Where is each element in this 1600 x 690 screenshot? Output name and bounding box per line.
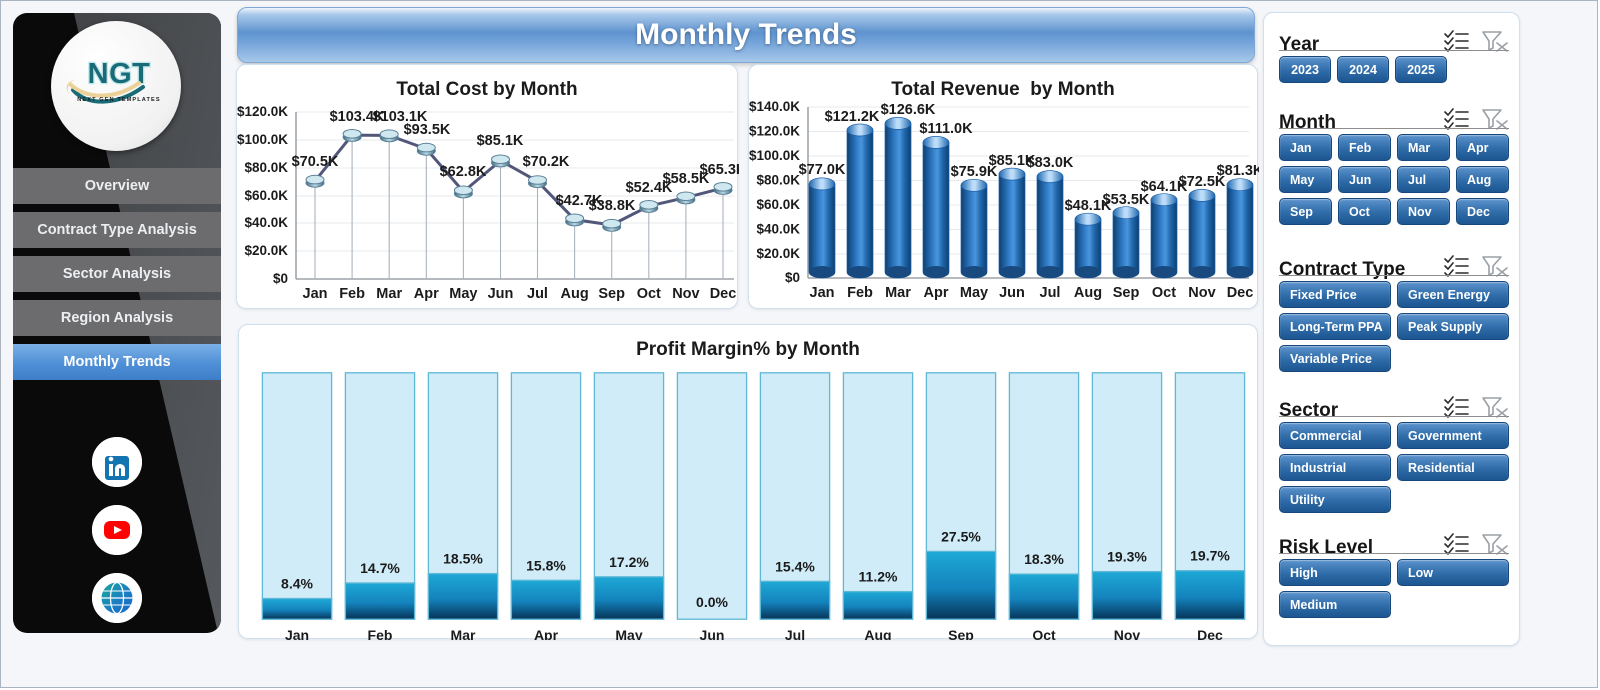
svg-text:$83.0K: $83.0K (1027, 155, 1074, 171)
svg-text:Feb: Feb (368, 627, 393, 640)
svg-text:$81.3K: $81.3K (1217, 163, 1259, 179)
svg-text:Dec: Dec (710, 286, 737, 302)
svg-text:Aug: Aug (561, 286, 589, 302)
svg-text:$120.0K: $120.0K (749, 124, 800, 139)
svg-text:$0: $0 (785, 270, 800, 285)
svg-text:NEXT GEN TEMPLATES: NEXT GEN TEMPLATES (77, 97, 160, 103)
svg-text:Jul: Jul (527, 286, 548, 302)
svg-text:$20.0K: $20.0K (756, 246, 800, 261)
svg-text:$126.6K: $126.6K (881, 102, 936, 118)
svg-text:Aug: Aug (1074, 285, 1102, 301)
svg-text:$120.0K: $120.0K (237, 104, 288, 119)
svg-text:May: May (615, 627, 642, 640)
svg-text:$111.0K: $111.0K (919, 121, 973, 137)
svg-text:18.5%: 18.5% (443, 551, 483, 567)
svg-text:$65.3K: $65.3K (700, 162, 739, 178)
svg-text:$85.1K: $85.1K (477, 133, 524, 149)
svg-text:27.5%: 27.5% (941, 528, 981, 544)
svg-text:15.4%: 15.4% (775, 558, 815, 574)
svg-text:$20.0K: $20.0K (244, 243, 288, 258)
svg-text:Feb: Feb (339, 286, 365, 302)
svg-text:$80.0K: $80.0K (244, 160, 288, 175)
svg-text:14.7%: 14.7% (360, 560, 400, 576)
svg-text:Jun: Jun (999, 285, 1025, 301)
svg-text:Oct: Oct (1032, 627, 1056, 640)
svg-text:May: May (960, 285, 988, 301)
svg-text:11.2%: 11.2% (859, 569, 898, 585)
svg-text:$80.0K: $80.0K (756, 173, 800, 188)
svg-text:Jan: Jan (303, 286, 328, 302)
svg-text:Apr: Apr (414, 286, 439, 302)
svg-text:$140.0K: $140.0K (749, 99, 800, 114)
svg-text:Aug: Aug (864, 627, 891, 640)
svg-text:Nov: Nov (1114, 627, 1141, 640)
svg-text:$70.2K: $70.2K (523, 154, 570, 170)
svg-text:Sep: Sep (1113, 285, 1140, 301)
svg-text:Jun: Jun (488, 286, 514, 302)
svg-text:Jul: Jul (785, 627, 805, 640)
svg-text:Jul: Jul (1040, 285, 1061, 301)
svg-text:$60.0K: $60.0K (244, 188, 288, 203)
svg-text:$62.8K: $62.8K (440, 164, 487, 180)
svg-text:15.8%: 15.8% (526, 557, 566, 573)
svg-text:17.2%: 17.2% (609, 554, 649, 570)
svg-text:Feb: Feb (847, 285, 873, 301)
svg-text:Mar: Mar (376, 286, 402, 302)
svg-text:$38.8K: $38.8K (589, 198, 636, 214)
svg-text:$40.0K: $40.0K (756, 222, 800, 237)
svg-text:$0: $0 (273, 271, 288, 286)
svg-text:Jan: Jan (810, 285, 835, 301)
svg-text:$93.5K: $93.5K (404, 122, 451, 138)
svg-text:May: May (449, 286, 477, 302)
svg-text:19.7%: 19.7% (1190, 548, 1230, 564)
svg-text:Apr: Apr (924, 285, 949, 301)
svg-text:$100.0K: $100.0K (749, 148, 800, 163)
svg-text:Sep: Sep (948, 627, 974, 640)
svg-text:Dec: Dec (1227, 285, 1254, 301)
svg-text:18.3%: 18.3% (1024, 551, 1064, 567)
svg-text:Oct: Oct (637, 286, 661, 302)
svg-text:Jan: Jan (285, 627, 309, 640)
svg-text:19.3%: 19.3% (1107, 549, 1147, 565)
svg-text:Oct: Oct (1152, 285, 1176, 301)
svg-text:$70.5K: $70.5K (292, 154, 339, 170)
svg-text:Sep: Sep (598, 286, 625, 302)
svg-text:Mar: Mar (885, 285, 911, 301)
svg-text:Apr: Apr (534, 627, 559, 640)
svg-text:Nov: Nov (672, 286, 699, 302)
svg-text:Dec: Dec (1197, 627, 1223, 640)
svg-text:$60.0K: $60.0K (756, 197, 800, 212)
svg-text:$121.2K: $121.2K (825, 109, 880, 125)
svg-text:$40.0K: $40.0K (244, 215, 288, 230)
svg-text:Mar: Mar (451, 627, 476, 640)
svg-text:8.4%: 8.4% (281, 576, 313, 592)
svg-text:$100.0K: $100.0K (237, 132, 288, 147)
svg-text:$77.0K: $77.0K (799, 162, 846, 178)
svg-text:NGT: NGT (88, 58, 151, 90)
svg-text:0.0%: 0.0% (696, 594, 728, 610)
svg-text:Nov: Nov (1188, 285, 1215, 301)
svg-text:Jun: Jun (700, 627, 725, 640)
